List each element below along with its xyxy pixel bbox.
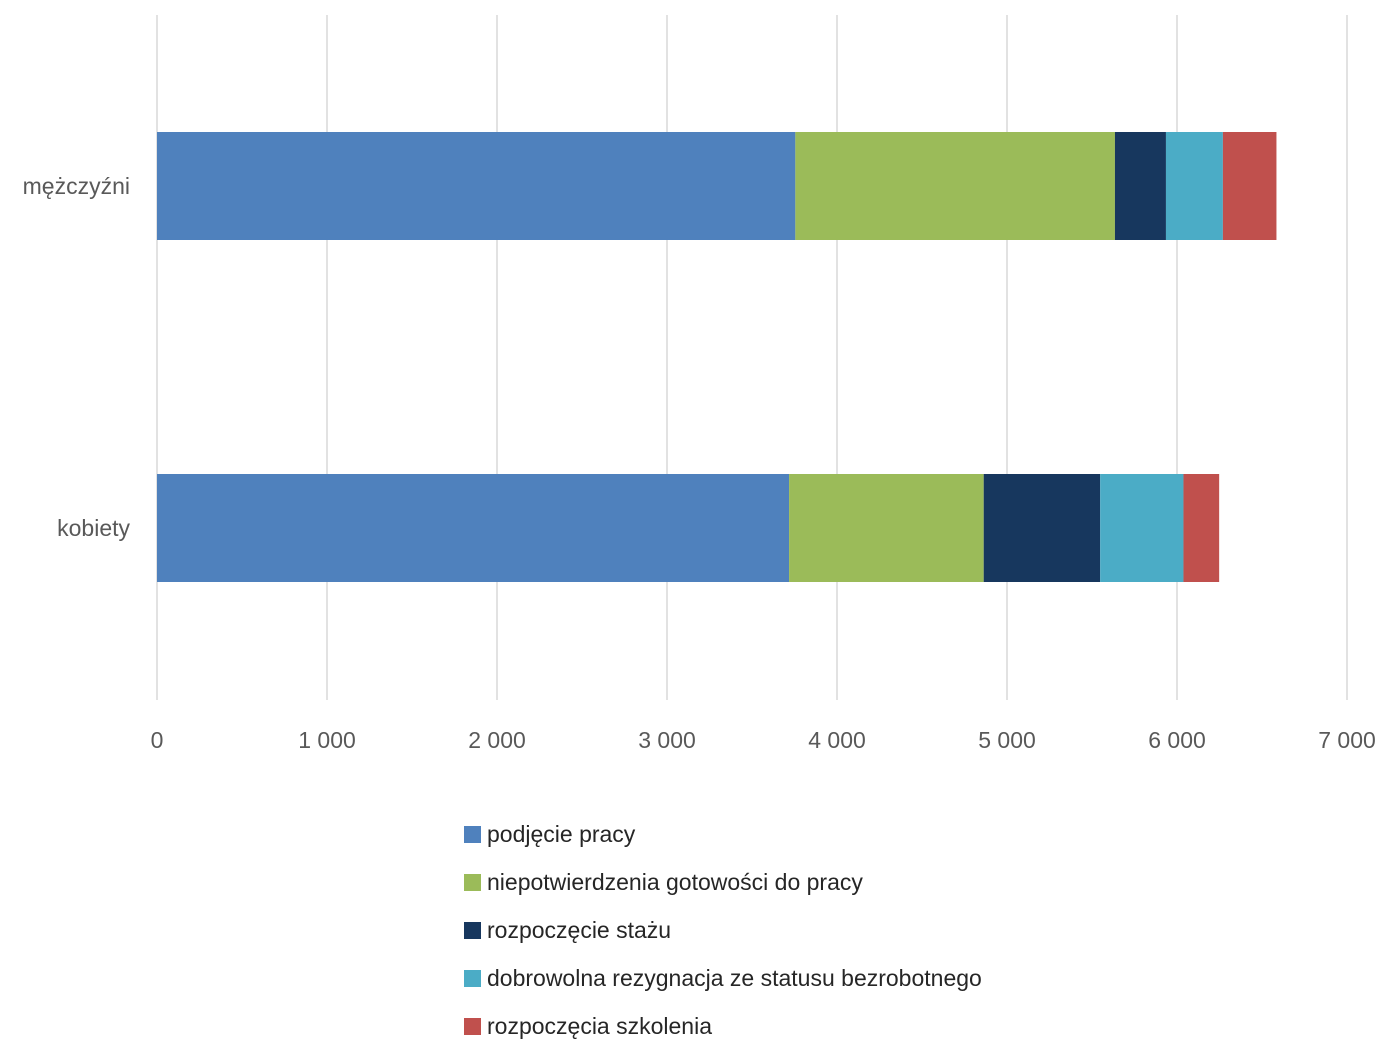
bar-segment — [795, 132, 1115, 240]
legend-label: dobrowolna rezygnacja ze statusu bezrobo… — [487, 964, 982, 991]
x-tick-label: 2 000 — [468, 727, 526, 753]
legend-item: rozpoczęcia szkolenia — [464, 1002, 982, 1050]
category-labels: mężczyźni kobiety — [23, 173, 131, 541]
x-tick-label: 0 — [151, 727, 164, 753]
legend: podjęcie pracy niepotwierdzenia gotowości… — [464, 810, 982, 1050]
bar-segment — [1222, 132, 1277, 240]
x-tick-label: 6 000 — [1148, 727, 1206, 753]
bar-segment — [1165, 132, 1223, 240]
legend-item: niepotwierdzenia gotowości do pracy — [464, 858, 982, 906]
legend-item: rozpoczęcie stażu — [464, 906, 982, 954]
x-tick-label: 3 000 — [638, 727, 696, 753]
legend-label: podjęcie pracy — [487, 820, 636, 847]
x-tick-label: 1 000 — [298, 727, 356, 753]
legend-label: rozpoczęcia szkolenia — [487, 1012, 713, 1039]
legend-item: dobrowolna rezygnacja ze statusu bezrobo… — [464, 954, 982, 1002]
x-axis-ticks: 0 1 000 2 000 3 000 4 000 5 000 6 000 7 000 — [151, 727, 1376, 753]
legend-swatch — [464, 969, 481, 987]
bar-segment — [983, 474, 1101, 582]
gridlines — [156, 15, 1348, 700]
x-tick-label: 5 000 — [978, 727, 1036, 753]
category-label: kobiety — [57, 515, 130, 541]
bar-segment — [789, 474, 984, 582]
bar-segment — [157, 132, 796, 240]
legend-swatch — [464, 873, 481, 891]
bars — [157, 132, 1277, 582]
bar-segment — [1114, 132, 1166, 240]
bar-segment — [1183, 474, 1220, 582]
bar-segment — [1100, 474, 1184, 582]
legend-swatch — [464, 825, 481, 843]
chart: 0 1 000 2 000 3 000 4 000 5 000 6 000 7 000 męż… — [23, 15, 1376, 753]
legend-item: podjęcie pracy — [464, 810, 982, 858]
x-tick-label: 7 000 — [1318, 727, 1376, 753]
category-label: mężczyźni — [23, 173, 130, 199]
x-tick-label: 4 000 — [808, 727, 866, 753]
legend-swatch — [464, 1017, 481, 1035]
legend-swatch — [464, 921, 481, 939]
legend-label: rozpoczęcie stażu — [487, 916, 672, 943]
bar-segment — [157, 474, 790, 582]
legend-label: niepotwierdzenia gotowości do pracy — [487, 868, 863, 895]
